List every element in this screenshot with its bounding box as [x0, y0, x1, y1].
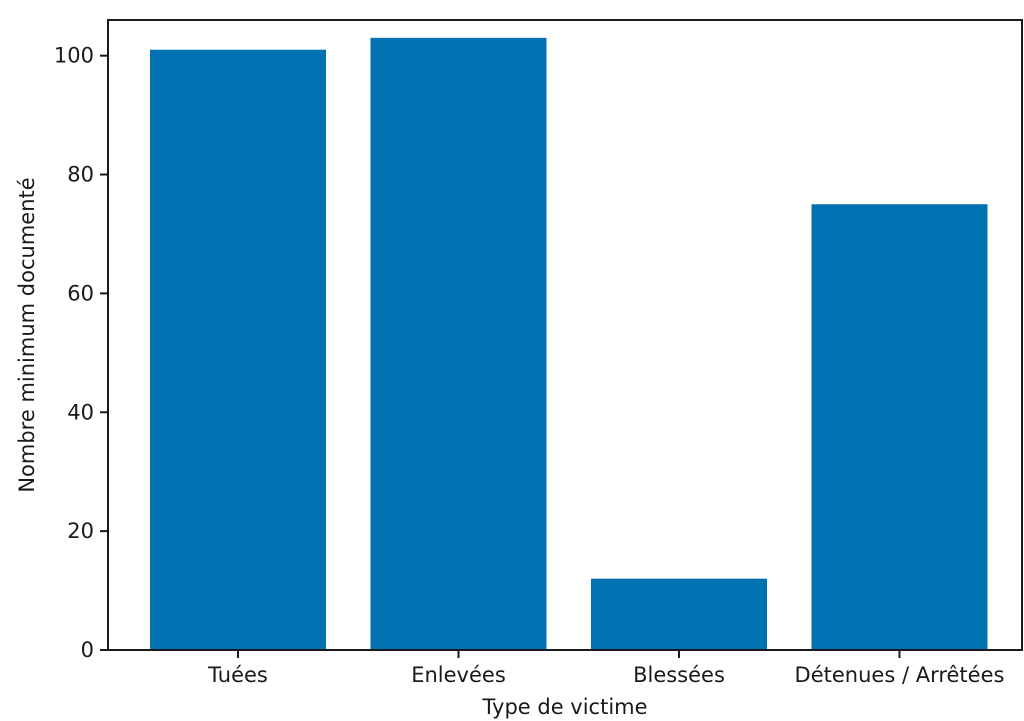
- y-tick-label: 80: [67, 163, 94, 187]
- x-tick-label: Tuées: [207, 663, 268, 687]
- bar-1: [370, 37, 547, 650]
- bar-0: [150, 49, 326, 650]
- x-axis-ticks: Tuées Enlevées Blessées Détenues / Arrêtées: [207, 650, 1004, 687]
- bar-3: [811, 204, 988, 650]
- y-tick-label: 0: [81, 638, 94, 662]
- y-tick-label: 20: [67, 519, 94, 543]
- y-tick-label: 40: [67, 400, 94, 424]
- x-axis-title: Type de victime: [481, 695, 647, 719]
- plot-frame: [107, 19, 1023, 651]
- x-tick-label: Détenues / Arrêtées: [795, 663, 1005, 687]
- y-tick-label: 100: [54, 44, 94, 68]
- x-tick-label: Enlevées: [411, 663, 506, 687]
- bars: [150, 37, 988, 650]
- y-axis-ticks: 0 20 40 60 80 100: [54, 44, 108, 662]
- y-tick-label: 60: [67, 281, 94, 305]
- x-tick-label: Blessées: [633, 663, 725, 687]
- bar-2: [591, 578, 767, 650]
- y-axis-title: Nombre minimum documenté: [15, 177, 39, 492]
